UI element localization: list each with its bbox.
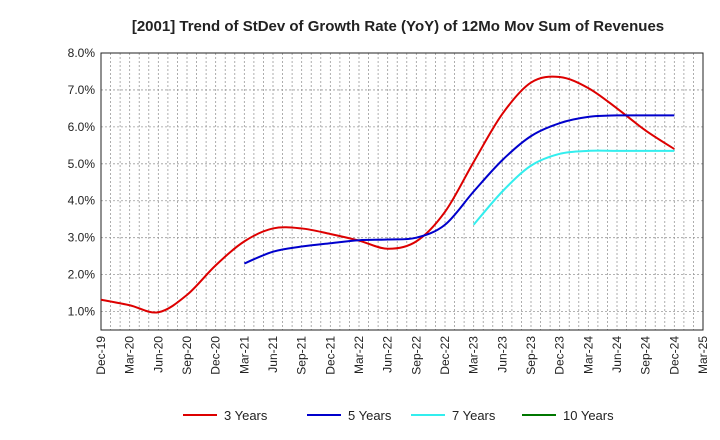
y-tick-label: 3.0% bbox=[68, 231, 96, 245]
x-tick-label: Jun-23 bbox=[495, 336, 509, 373]
series-line-7-years bbox=[472, 149, 675, 226]
y-tick-label: 5.0% bbox=[68, 157, 96, 171]
x-tick-label: Dec-19 bbox=[94, 336, 108, 375]
x-tick-label: Jun-20 bbox=[151, 336, 165, 373]
x-tick-label: Sep-23 bbox=[524, 336, 538, 375]
y-tick-label: 8.0% bbox=[68, 46, 96, 60]
x-tick-label: Sep-22 bbox=[409, 336, 423, 375]
plot-area-frame bbox=[100, 52, 704, 331]
legend-label-7-years: 7 Years bbox=[452, 408, 496, 423]
legend-label-5-years: 5 Years bbox=[348, 408, 392, 423]
x-axis: Dec-19 Mar-20 Jun-20 Sep-20 Dec-20 Mar-21 Jun-… bbox=[94, 336, 710, 375]
y-tick-label: 1.0% bbox=[68, 305, 96, 319]
x-tick-label: Dec-22 bbox=[438, 336, 452, 375]
y-tick-label: 6.0% bbox=[68, 120, 96, 134]
y-axis: 1.0% 2.0% 3.0% 4.0% 5.0% 6.0% 7.0% 8.0% bbox=[68, 46, 96, 319]
x-tick-label: Jun-22 bbox=[381, 336, 395, 373]
x-tick-label: Mar-20 bbox=[123, 336, 137, 374]
x-tick-label: Dec-24 bbox=[667, 336, 681, 375]
x-tick-label: Mar-23 bbox=[467, 336, 481, 374]
legend-label-10-years: 10 Years bbox=[563, 408, 614, 423]
series-line-5-years bbox=[243, 114, 675, 265]
x-tick-label: Dec-21 bbox=[323, 336, 337, 375]
x-tick-label: Mar-24 bbox=[581, 336, 595, 374]
x-tick-label: Mar-21 bbox=[237, 336, 251, 374]
x-tick-label: Dec-23 bbox=[553, 336, 567, 375]
x-tick-label: Dec-20 bbox=[209, 336, 223, 375]
x-tick-label: Jun-21 bbox=[266, 336, 280, 373]
y-tick-label: 2.0% bbox=[68, 268, 96, 282]
legend: 3 Years 5 Years 7 Years 10 Years bbox=[183, 408, 614, 423]
series-layer bbox=[100, 75, 675, 314]
x-tick-label: Mar-22 bbox=[352, 336, 366, 374]
y-tick-label: 7.0% bbox=[68, 83, 96, 97]
x-tick-label: Sep-24 bbox=[639, 336, 653, 375]
series-line-3-years bbox=[100, 75, 675, 314]
y-tick-label: 4.0% bbox=[68, 194, 96, 208]
x-tick-label: Sep-21 bbox=[295, 336, 309, 375]
x-tick-label: Sep-20 bbox=[180, 336, 194, 375]
grid bbox=[101, 52, 703, 330]
legend-label-3-years: 3 Years bbox=[224, 408, 268, 423]
x-tick-label: Jun-24 bbox=[610, 336, 624, 373]
chart-title: [2001] Trend of StDev of Growth Rate (Yo… bbox=[132, 18, 664, 35]
x-tick-label: Mar-25 bbox=[696, 336, 710, 374]
